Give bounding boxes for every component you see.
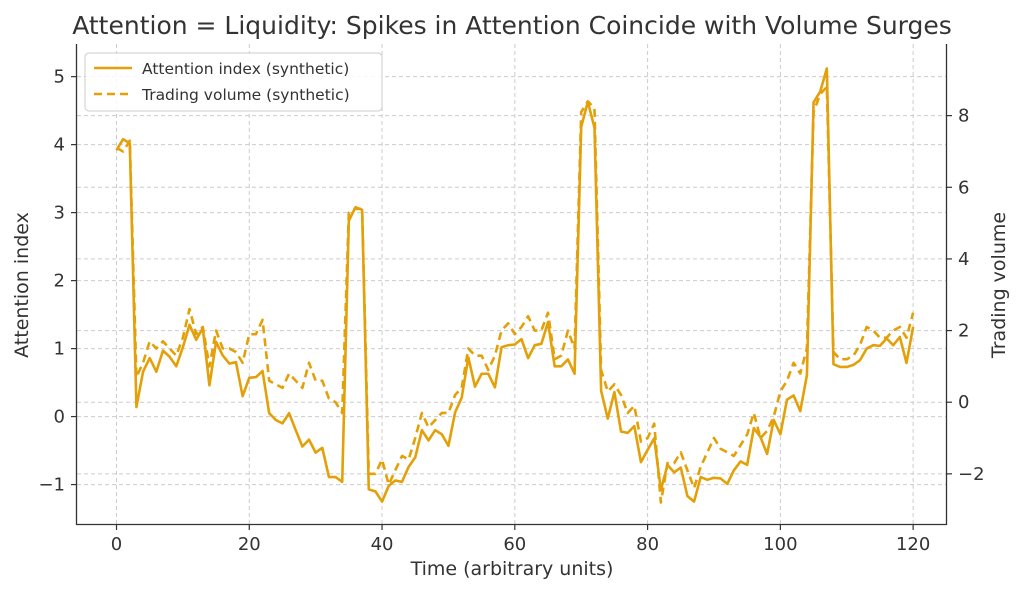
legend: Attention index (synthetic) Trading volu…: [84, 52, 383, 112]
y2-axis-title: Trading volume: [988, 212, 1010, 359]
chart-title: Attention = Liquidity: Spikes in Attenti…: [72, 11, 952, 40]
y2-tick-label: 2: [958, 321, 969, 342]
x-tick-label: 60: [503, 534, 526, 555]
plot-area: [115, 67, 915, 504]
legend-box: [84, 52, 383, 112]
x-tick-label: 20: [238, 534, 261, 555]
trading-volume-line: [115, 85, 915, 504]
legend-label-volume: Trading volume (synthetic): [141, 86, 350, 104]
y2-tick-label: 4: [958, 249, 969, 270]
attention-index-line: [115, 67, 915, 503]
y2-tick-label: 6: [958, 177, 969, 198]
y-tick-label: 2: [54, 271, 65, 292]
y-tick-label: 4: [54, 135, 65, 156]
x-tick-label: 120: [896, 534, 930, 555]
y-tick-label: 3: [54, 203, 65, 224]
y2-tick-label: 8: [958, 106, 969, 127]
y-tick-label: 1: [54, 339, 65, 360]
x-tick-label: 0: [111, 534, 122, 555]
y2-tick-label: 0: [958, 392, 969, 413]
x-tick-label: 40: [371, 534, 394, 555]
y-tick-label: 5: [54, 67, 65, 88]
x-tick-label: 80: [636, 534, 659, 555]
y-tick-label: −1: [38, 475, 65, 496]
grid: [77, 44, 946, 524]
legend-label-attention: Attention index (synthetic): [142, 60, 349, 78]
x-tick-label: 100: [763, 534, 797, 555]
axis-ticks: 0 20 40 60 80 100 120 −1 0 1 2 3 4 5 −2 0 2 4 6 8: [38, 67, 984, 555]
y2-tick-label: −2: [958, 464, 985, 485]
y-tick-label: 0: [54, 407, 65, 428]
y-axis-title: Attention index: [11, 212, 33, 358]
x-axis-title: Time (arbitrary units): [410, 558, 614, 580]
